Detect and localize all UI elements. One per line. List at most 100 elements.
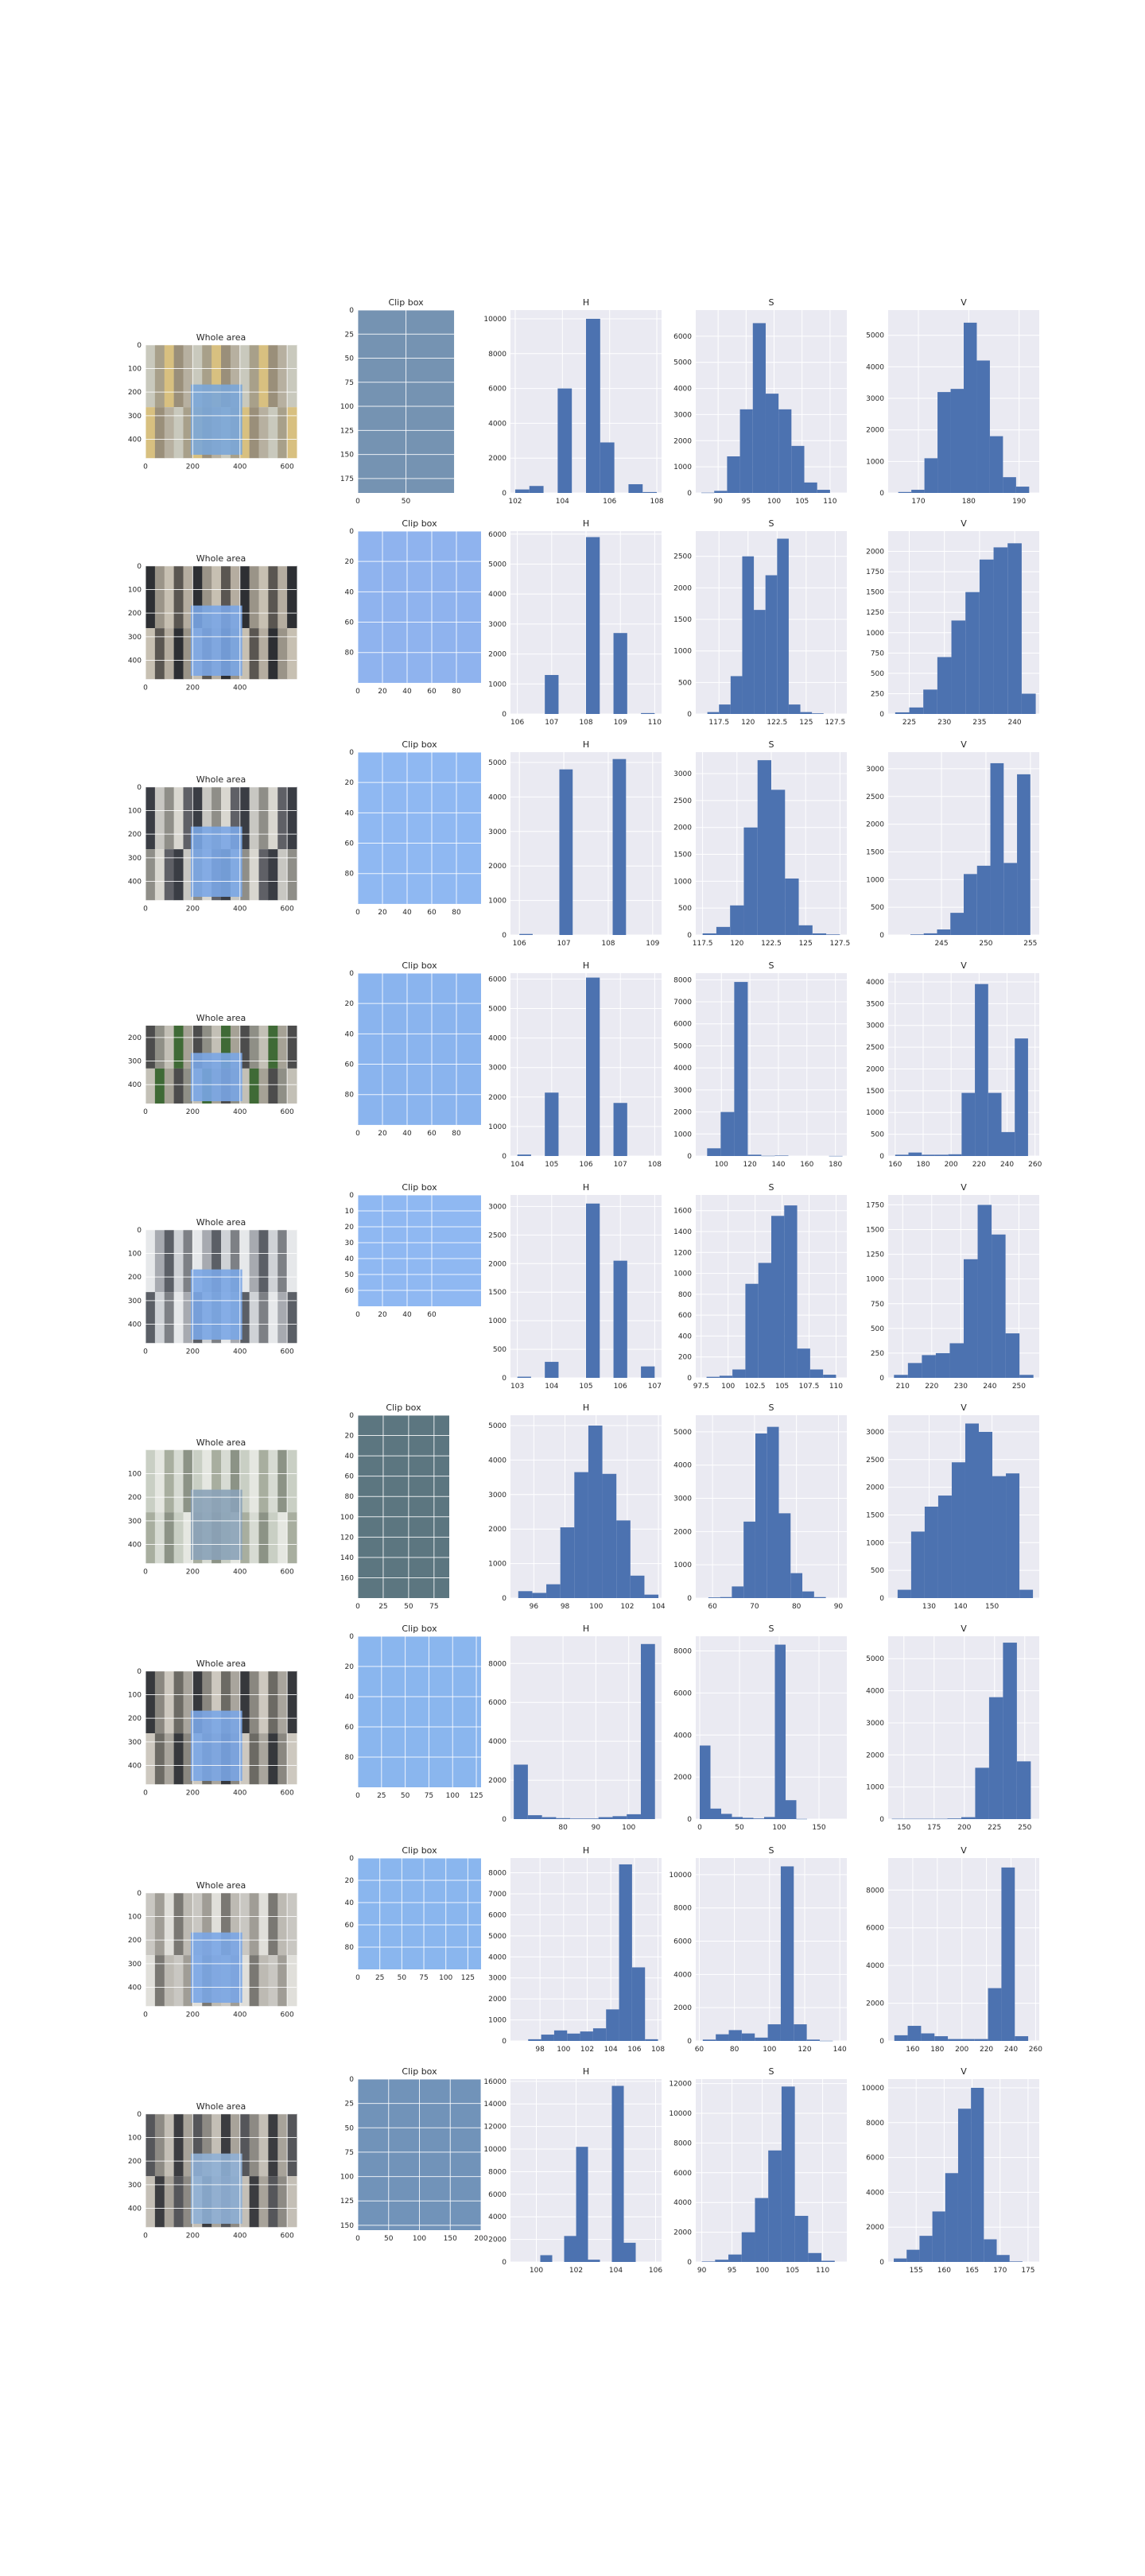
x-tick-label: 90 bbox=[592, 1824, 601, 1832]
y-tick-label: 250 bbox=[871, 690, 884, 698]
histogram-bar bbox=[701, 492, 715, 494]
x-tick-label: 75 bbox=[425, 1792, 433, 1800]
histogram-bar bbox=[592, 2028, 607, 2041]
histogram-bar bbox=[948, 1154, 962, 1156]
y-tick-label: 0 bbox=[879, 2038, 884, 2046]
axes-title: Whole area bbox=[196, 1880, 246, 1891]
photo-strip bbox=[268, 407, 278, 459]
axes-background bbox=[696, 1858, 847, 2041]
photo-strip bbox=[268, 1026, 278, 1069]
y-tick-label: 0 bbox=[879, 1375, 884, 1383]
y-tick-label: 100 bbox=[128, 2134, 142, 2142]
y-tick-label: 8000 bbox=[488, 2168, 507, 2176]
y-tick-label: 12000 bbox=[669, 2081, 692, 2089]
histogram-bar bbox=[778, 409, 792, 493]
photo-strip bbox=[146, 1733, 156, 1785]
histogram-bar bbox=[702, 933, 716, 935]
photo-strip bbox=[258, 1292, 269, 1344]
histogram-bar bbox=[774, 1644, 786, 1819]
histogram-bar bbox=[642, 491, 658, 493]
y-tick-label: 1400 bbox=[673, 1228, 692, 1236]
y-tick-label: 4000 bbox=[673, 1065, 692, 1073]
axes-title: V bbox=[961, 518, 967, 529]
x-tick-label: 160 bbox=[906, 2046, 919, 2054]
y-tick-label: 8000 bbox=[488, 1660, 507, 1668]
histogram-bar bbox=[606, 2009, 619, 2041]
clip-box-panel: 0 25 50 75 100 125 0 20 40 60 80 Clip box bbox=[345, 1624, 483, 1800]
x-tick-label: 0 bbox=[355, 688, 360, 696]
x-tick-label: 245 bbox=[934, 940, 948, 948]
y-tick-label: 6000 bbox=[488, 531, 507, 539]
histogram-bar bbox=[745, 1283, 759, 1378]
photo-strip bbox=[239, 1892, 250, 1956]
clip-region-box bbox=[191, 1489, 243, 1560]
photo-strip bbox=[239, 1955, 250, 2007]
x-tick-label: 125 bbox=[469, 1792, 483, 1800]
histogram-bar bbox=[897, 1589, 911, 1598]
photo-strip bbox=[154, 1229, 165, 1293]
y-tick-label: 2000 bbox=[673, 437, 692, 445]
histogram-bar bbox=[1003, 1643, 1017, 1819]
photo-strip bbox=[154, 1292, 165, 1344]
photo-strip bbox=[278, 2176, 288, 2228]
histogram-bar bbox=[560, 1527, 575, 1598]
y-tick-label: 80 bbox=[345, 650, 355, 658]
photo-strip bbox=[146, 2113, 156, 2177]
clip-region-box bbox=[191, 1269, 243, 1340]
histogram-bar bbox=[518, 1591, 533, 1598]
histogram-bar bbox=[574, 1472, 588, 1598]
y-tick-label: 20 bbox=[345, 558, 355, 566]
histogram-bar bbox=[922, 1355, 936, 1378]
photo-strip bbox=[249, 1026, 259, 1069]
photo-strip bbox=[268, 1892, 278, 1956]
photo-strip bbox=[268, 786, 278, 850]
y-tick-label: 60 bbox=[345, 1724, 355, 1732]
photo-strip bbox=[183, 1068, 193, 1104]
x-tick-label: 240 bbox=[1000, 1161, 1014, 1169]
y-tick-label: 2500 bbox=[673, 797, 692, 805]
histogram-bar bbox=[797, 1348, 810, 1378]
y-tick-label: 2000 bbox=[866, 2224, 884, 2232]
x-tick-label: 127.5 bbox=[825, 719, 846, 727]
histogram-bar bbox=[895, 1154, 909, 1156]
x-tick-label: 106 bbox=[513, 940, 526, 948]
histogram-bar bbox=[794, 2024, 807, 2041]
y-tick-label: 80 bbox=[345, 1944, 355, 1952]
y-tick-label: 0 bbox=[349, 1412, 354, 1420]
x-tick-label: 600 bbox=[281, 463, 294, 471]
x-tick-label: 120 bbox=[798, 2046, 811, 2054]
photo-strip bbox=[278, 407, 288, 459]
y-tick-label: 5000 bbox=[866, 1655, 884, 1663]
histogram-bar bbox=[796, 1818, 807, 1820]
histogram-s: 117.5 120 122.5 125 127.5 0 500 1000 1500 2000 250… bbox=[673, 739, 850, 948]
y-tick-label: 25 bbox=[345, 2101, 354, 2109]
histogram-bar bbox=[823, 1375, 836, 1378]
histogram-bar bbox=[645, 2039, 658, 2041]
clip-region-box bbox=[191, 1053, 243, 1102]
photo-strip bbox=[278, 1026, 288, 1069]
photo-strip bbox=[183, 344, 193, 408]
histogram-bar bbox=[545, 674, 559, 714]
y-tick-label: 4000 bbox=[673, 1462, 692, 1470]
histogram-bar bbox=[1003, 477, 1016, 493]
x-tick-label: 104 bbox=[604, 2046, 618, 2054]
y-tick-label: 60 bbox=[345, 1473, 355, 1481]
y-tick-label: 1500 bbox=[488, 1289, 507, 1297]
x-tick-label: 150 bbox=[444, 2235, 457, 2243]
x-tick-label: 117.5 bbox=[693, 940, 713, 948]
axes-title: S bbox=[769, 739, 774, 750]
histogram-bar bbox=[700, 1745, 711, 1819]
histogram-bar bbox=[541, 1817, 557, 1819]
photo-strip bbox=[183, 407, 193, 459]
axes-title: Clip box bbox=[402, 739, 437, 750]
y-tick-label: 5000 bbox=[673, 1429, 692, 1437]
photo-strip bbox=[164, 1670, 175, 1734]
x-tick-label: 107 bbox=[557, 940, 570, 948]
y-tick-label: 2000 bbox=[866, 1484, 884, 1492]
y-tick-label: 8000 bbox=[488, 351, 507, 359]
y-tick-label: 1000 bbox=[866, 1276, 884, 1284]
histogram-bar bbox=[947, 1818, 961, 1819]
photo-strip bbox=[278, 628, 288, 680]
x-tick-label: 100 bbox=[767, 498, 781, 506]
histogram-bar bbox=[611, 2085, 624, 2262]
